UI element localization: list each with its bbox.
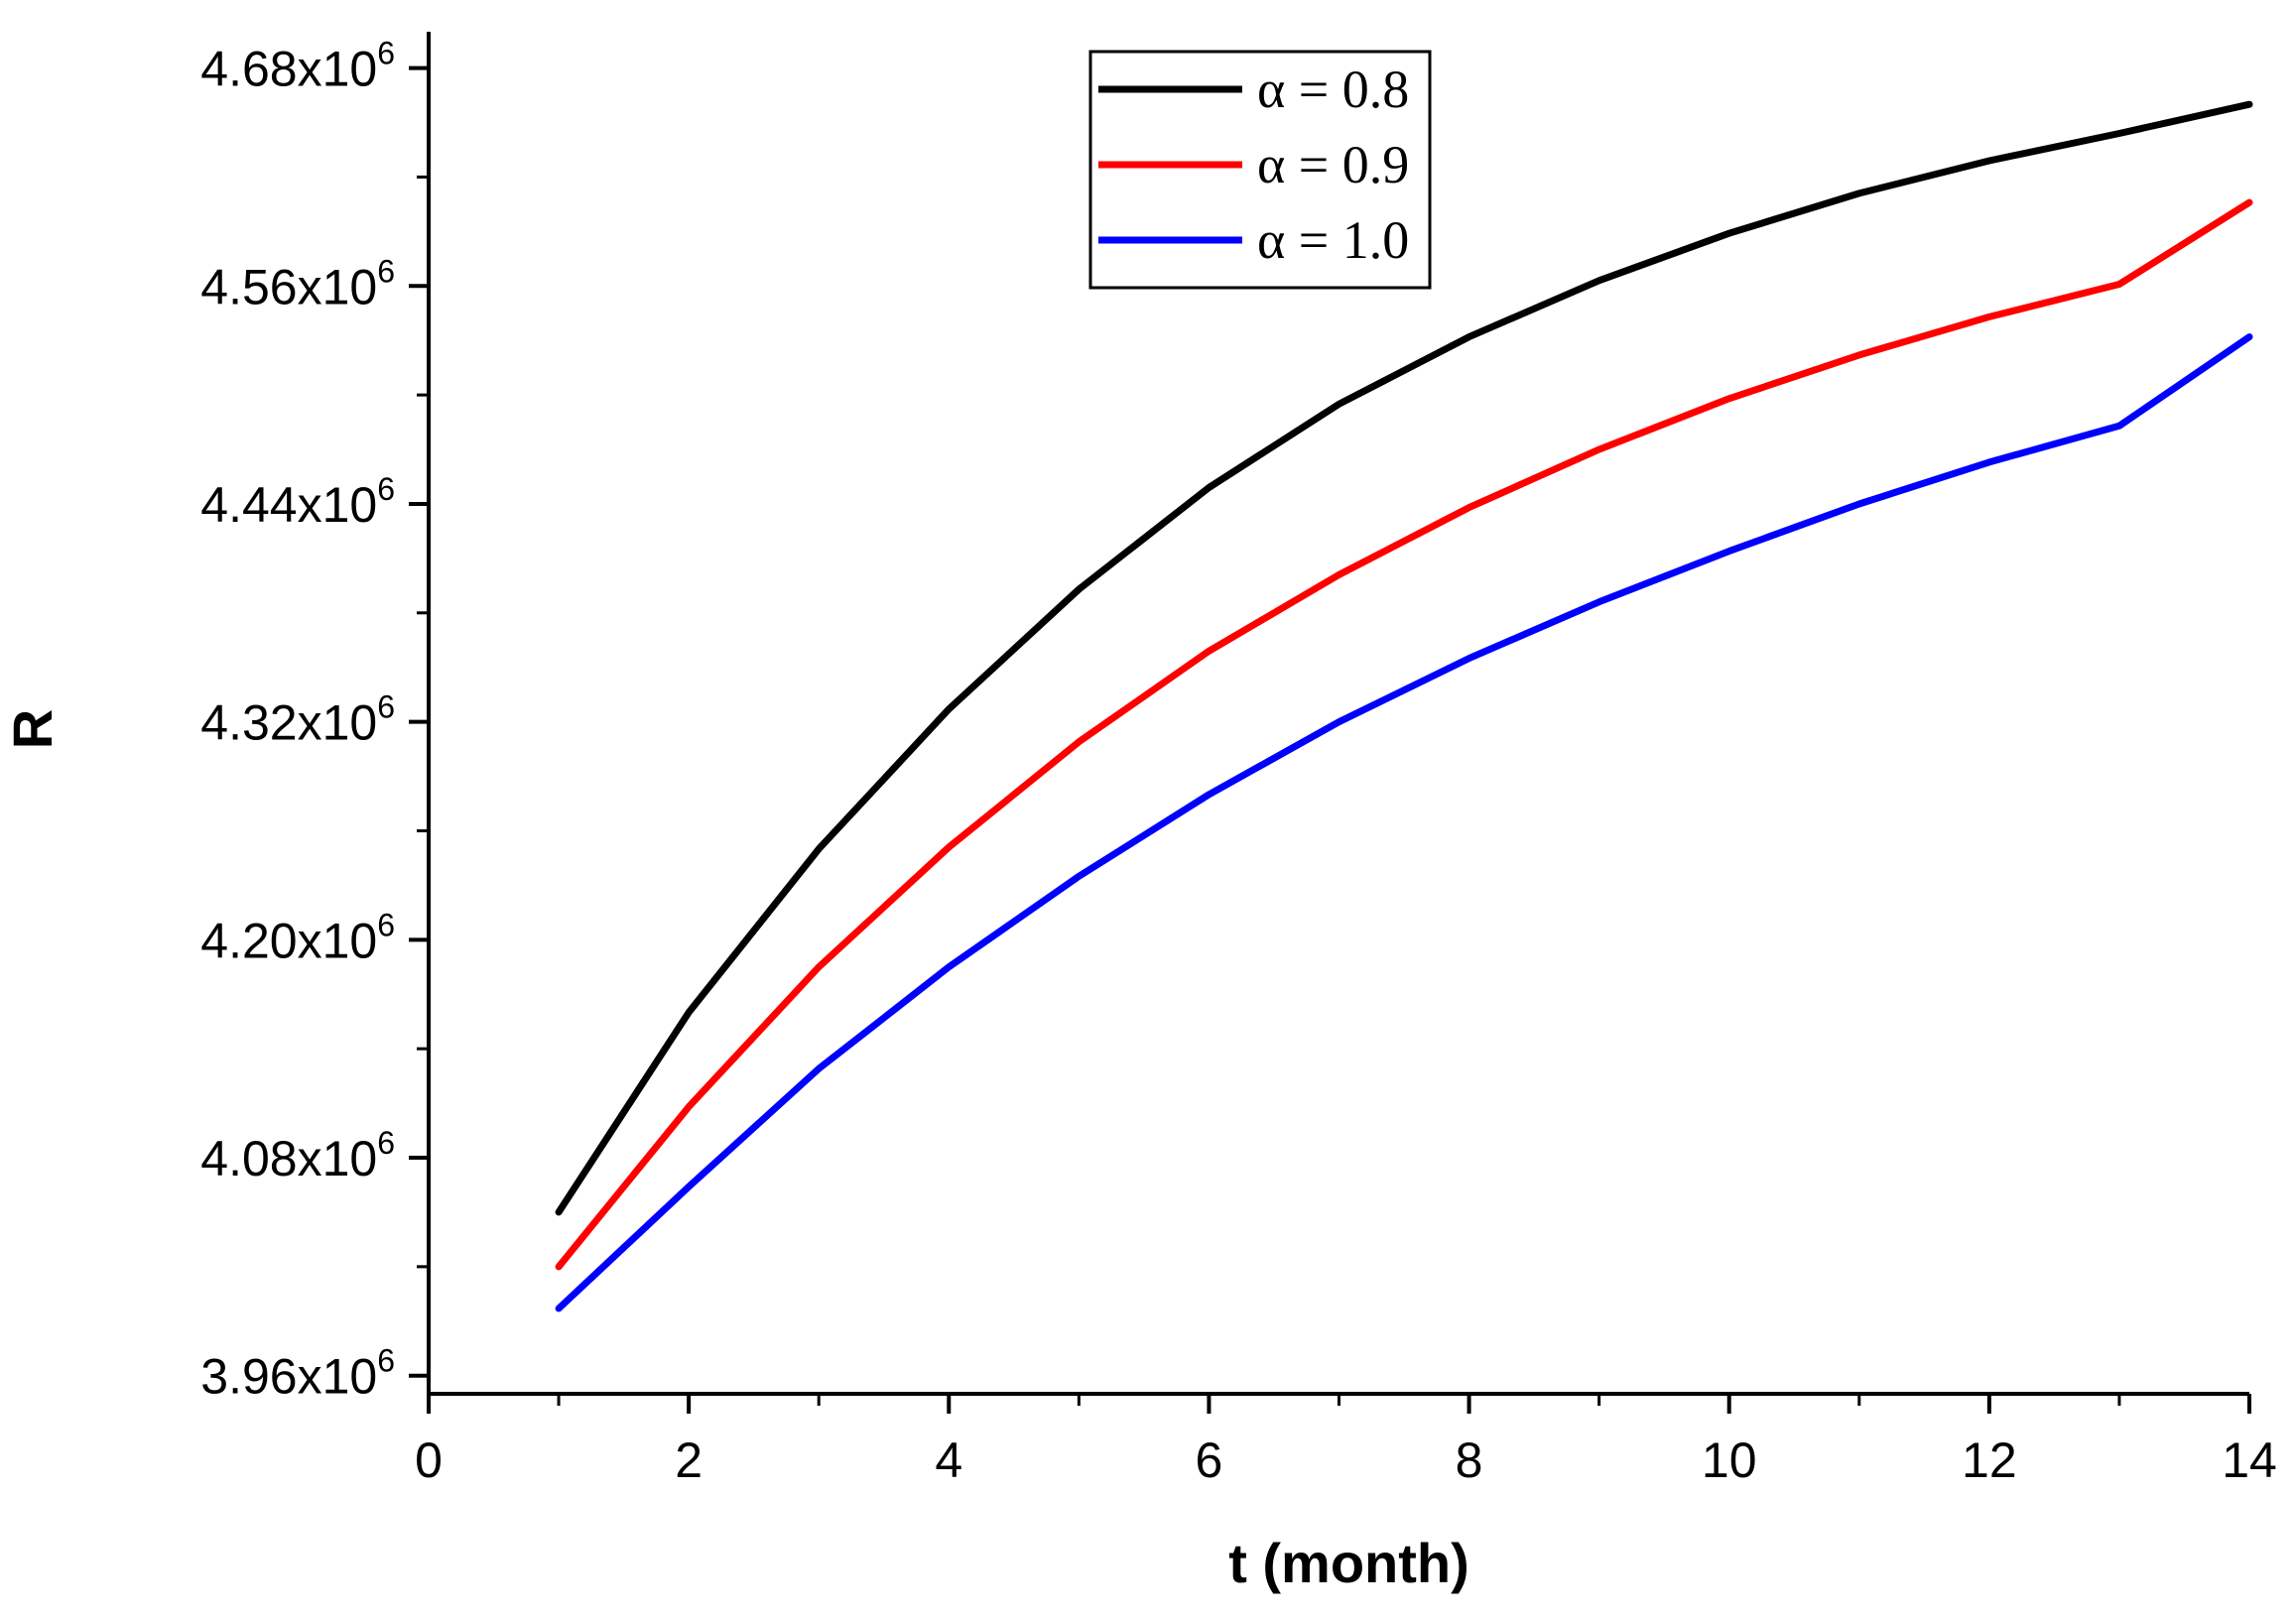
x-tick-label: 12 — [1962, 1432, 2017, 1488]
y-tick-label: 4.56x106 — [200, 253, 395, 314]
series-line — [555, 333, 2253, 1312]
legend-label: α = 0.8 — [1257, 60, 1409, 119]
series-layer — [555, 100, 2253, 1312]
y-tick-label: 4.44x106 — [200, 471, 395, 533]
y-tick-mantissa: 4.56x10 — [200, 259, 377, 314]
x-tick-label: 6 — [1196, 1432, 1223, 1488]
y-tick-mantissa: 4.32x10 — [200, 695, 377, 751]
y-tick-mantissa: 4.68x10 — [200, 42, 377, 97]
y-tick-exponent: 6 — [377, 471, 395, 507]
series-line — [555, 100, 2253, 1216]
y-tick-exponent: 6 — [377, 1343, 395, 1379]
y-tick-mantissa: 4.08x10 — [200, 1131, 377, 1186]
x-tick-label: 8 — [1456, 1432, 1483, 1488]
y-tick-exponent: 6 — [377, 1125, 395, 1161]
y-tick-mantissa: 4.20x10 — [200, 913, 377, 968]
x-axis-title: t (month) — [1228, 1532, 1469, 1594]
axes-layer: 0 2 4 6 8 10 12 143.96x1064.08x1064.20x1064.32x… — [200, 32, 2277, 1488]
series-line — [555, 198, 2253, 1271]
y-tick-exponent: 6 — [377, 689, 395, 725]
y-tick-mantissa: 4.44x10 — [200, 477, 377, 533]
legend-label: α = 1.0 — [1257, 210, 1409, 270]
x-tick-label: 4 — [935, 1432, 962, 1488]
y-tick-exponent: 6 — [377, 253, 395, 289]
y-tick-label: 3.96x106 — [200, 1343, 395, 1405]
x-tick-label: 0 — [415, 1432, 443, 1488]
y-tick-exponent: 6 — [377, 907, 395, 942]
y-tick-exponent: 6 — [377, 36, 395, 71]
legend: α = 0.8 α = 0.9 α = 1.0 — [1088, 50, 1432, 290]
x-tick-label: 14 — [2222, 1432, 2277, 1488]
x-tick-label: 2 — [675, 1432, 702, 1488]
y-tick-label: 4.08x106 — [200, 1125, 395, 1186]
y-tick-label: 4.32x106 — [200, 689, 395, 751]
y-tick-label: 4.20x106 — [200, 907, 395, 968]
y-tick-mantissa: 3.96x10 — [200, 1349, 377, 1405]
x-tick-label: 10 — [1702, 1432, 1757, 1488]
legend-label: α = 0.9 — [1257, 135, 1409, 194]
y-axis-title: R — [1, 709, 64, 749]
y-tick-label: 4.68x106 — [200, 36, 395, 97]
